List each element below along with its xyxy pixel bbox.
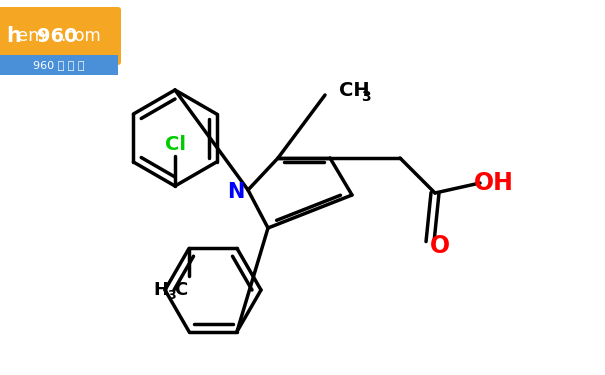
Text: N: N	[227, 182, 244, 202]
Text: H: H	[154, 281, 169, 299]
Text: O: O	[430, 234, 450, 258]
Text: h: h	[6, 26, 21, 46]
Text: Cl: Cl	[165, 135, 186, 154]
FancyBboxPatch shape	[0, 7, 121, 65]
Text: em: em	[17, 27, 45, 45]
Text: .com: .com	[60, 27, 101, 45]
Text: 960: 960	[37, 27, 77, 45]
Text: OH: OH	[474, 171, 514, 195]
Text: CH: CH	[339, 81, 370, 100]
Text: C: C	[174, 281, 188, 299]
Text: 960 化 工 网: 960 化 工 网	[33, 60, 85, 70]
Text: 3: 3	[167, 289, 175, 302]
Text: 3: 3	[361, 90, 371, 104]
FancyBboxPatch shape	[0, 55, 118, 75]
